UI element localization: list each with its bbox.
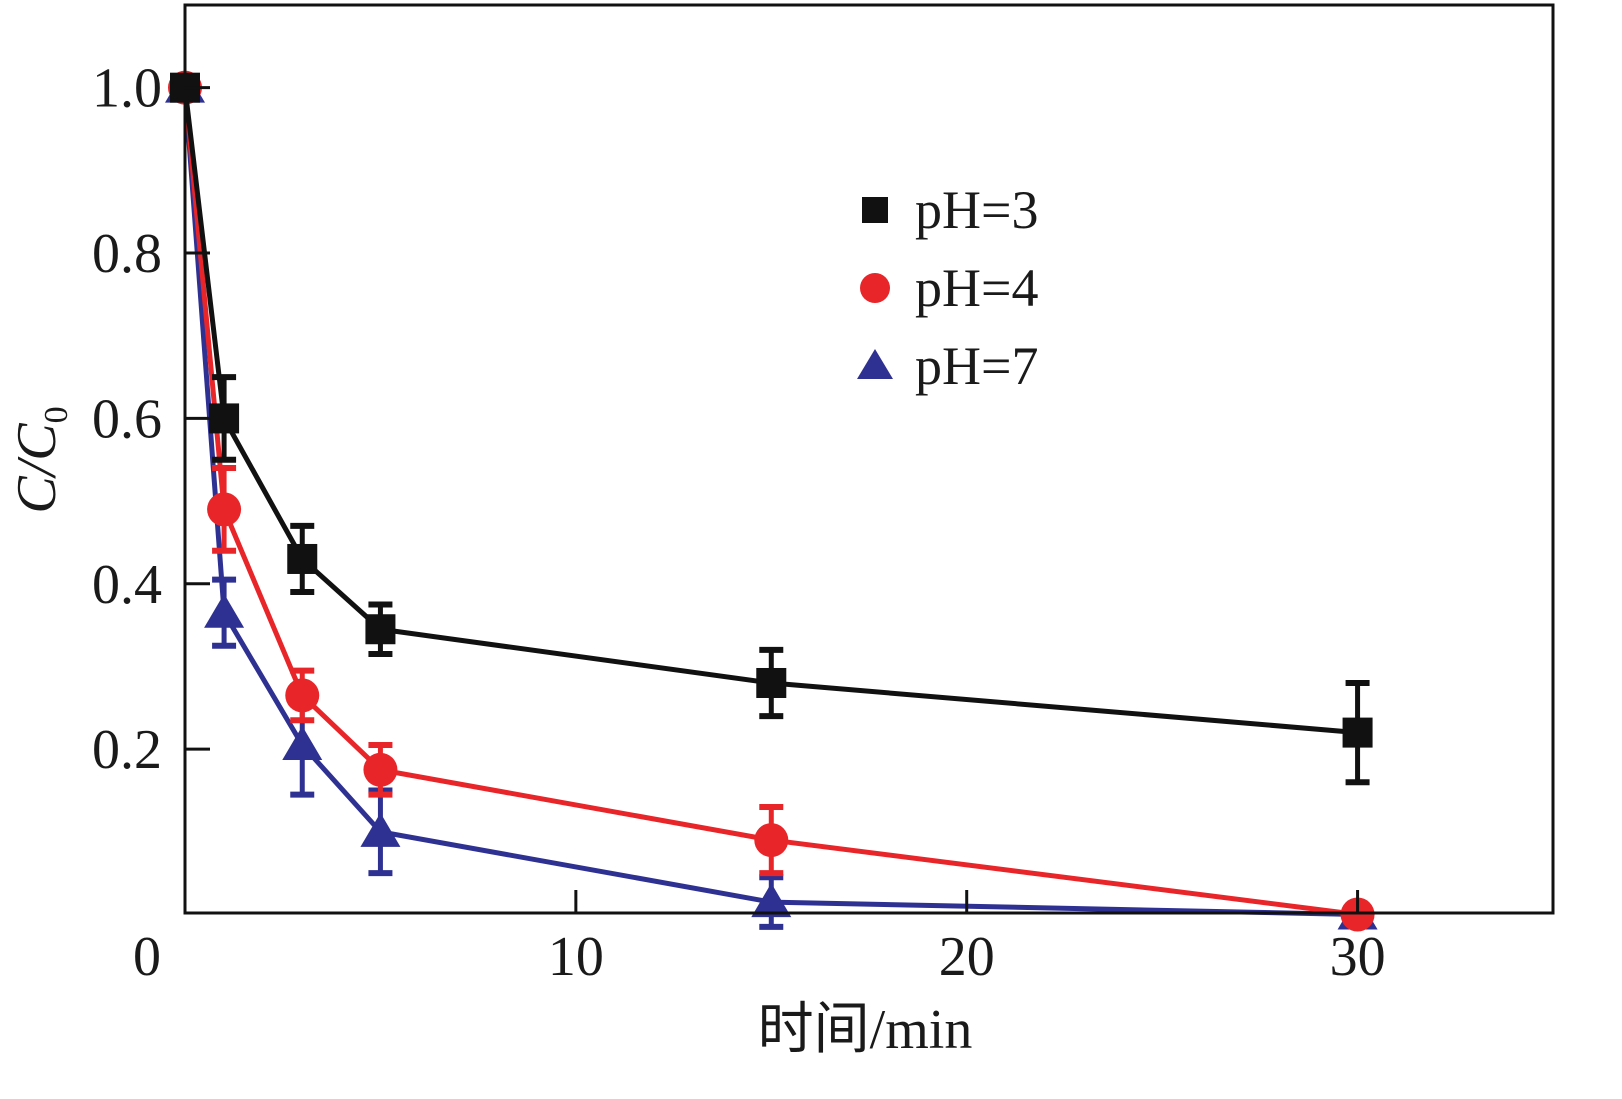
series-line: [182, 87, 1358, 917]
circle-marker: [285, 678, 320, 713]
y-tick-label: 1.0: [92, 58, 162, 120]
y-axis-label: C/C0: [6, 406, 75, 513]
square-marker: [287, 543, 318, 574]
x-tick-label: 0: [133, 926, 161, 988]
series-line: [182, 87, 1358, 736]
circle-marker: [207, 492, 242, 527]
x-tick-label: 10: [548, 926, 604, 988]
axes-layer: 0 10 20 30 0.2 0.4 0.6 0.8 1.0: [92, 58, 1386, 988]
circle-marker: [860, 273, 890, 303]
series-layer: [165, 68, 1378, 932]
series-ph-4: [168, 70, 1375, 932]
y-tick-label: 0.2: [92, 719, 162, 781]
legend-label: pH=3: [915, 180, 1038, 240]
legend-label: pH=4: [915, 258, 1038, 318]
triangle-marker: [360, 812, 401, 847]
circle-marker: [363, 752, 398, 787]
square-marker: [756, 667, 787, 698]
series-ph-3: [170, 72, 1373, 786]
triangle-marker: [282, 726, 323, 761]
legend: pH=3 pH=4 pH=7: [857, 180, 1038, 396]
square-marker: [209, 403, 240, 434]
x-axis-label: 时间/min: [758, 999, 973, 1061]
triangle-marker: [751, 883, 792, 918]
square-marker: [862, 197, 888, 223]
square-marker: [365, 614, 396, 645]
triangle-marker: [857, 349, 893, 379]
triangle-marker: [204, 593, 245, 628]
x-tick-label: 30: [1330, 926, 1386, 988]
y-tick-label: 0.4: [92, 554, 162, 616]
plot-frame: [183, 3, 1555, 915]
circle-marker: [754, 823, 789, 858]
series-line: [182, 87, 1358, 917]
x-tick-label: 20: [939, 926, 995, 988]
y-tick-label: 0.8: [92, 223, 162, 285]
y-axis-label-main: C/C: [6, 423, 68, 514]
series-ph-7: [165, 68, 1378, 930]
y-axis-label-subscript: 0: [38, 406, 75, 423]
legend-label: pH=7: [915, 336, 1038, 396]
square-marker: [1342, 717, 1373, 748]
y-tick-label: 0.6: [92, 388, 162, 450]
